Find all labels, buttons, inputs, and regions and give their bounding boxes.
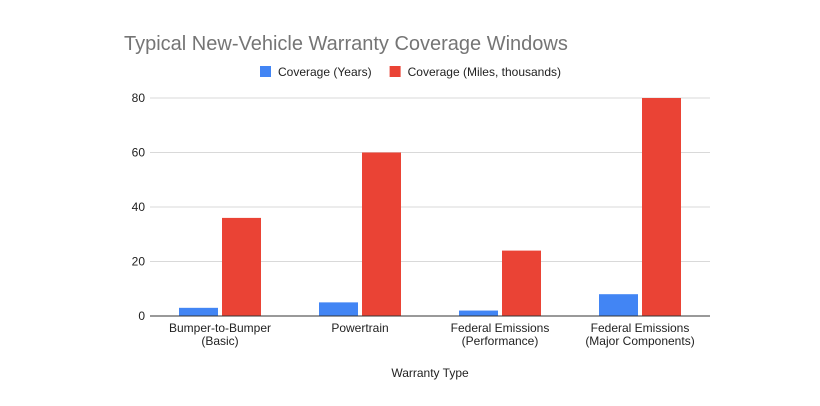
gridlines	[150, 97, 710, 262]
bar-miles-2	[502, 250, 541, 316]
x-tick-label: Federal Emissions	[451, 321, 550, 335]
y-tick-label: 80	[132, 91, 146, 105]
bar-miles-3	[642, 98, 681, 316]
x-axis-title: Warranty Type	[391, 366, 469, 380]
bar-years-3	[599, 294, 638, 316]
bar-miles-0	[222, 217, 261, 316]
chart-title: Typical New-Vehicle Warranty Coverage Wi…	[124, 33, 568, 55]
x-tick-label: Federal Emissions	[591, 321, 690, 335]
bar-years-1	[319, 302, 358, 316]
legend-label-0: Coverage (Years)	[278, 65, 372, 79]
bars	[179, 98, 681, 316]
bar-years-0	[179, 307, 218, 316]
x-tick-label: (Basic)	[201, 334, 238, 348]
y-tick-label: 60	[132, 146, 146, 160]
legend: Coverage (Years) Coverage (Miles, thousan…	[260, 65, 561, 79]
y-tick-label: 0	[138, 309, 145, 323]
y-axis-ticks: 0 20 40 60 80	[132, 91, 146, 323]
x-axis-ticks: Bumper-to-Bumper(Basic) Powertrain Federal…	[169, 321, 695, 348]
legend-swatch-1	[389, 66, 401, 77]
x-tick-label: Bumper-to-Bumper	[169, 321, 271, 335]
x-tick-label: (Performance)	[462, 334, 539, 348]
x-tick-label: Powertrain	[331, 321, 388, 335]
x-tick-label: (Major Components)	[585, 334, 694, 348]
y-tick-label: 40	[132, 200, 146, 214]
bar-miles-1	[362, 152, 401, 316]
legend-label-1: Coverage (Miles, thousands)	[408, 65, 561, 79]
legend-swatch-0	[260, 66, 271, 77]
bar-years-2	[459, 310, 498, 316]
y-tick-label: 20	[132, 255, 146, 269]
